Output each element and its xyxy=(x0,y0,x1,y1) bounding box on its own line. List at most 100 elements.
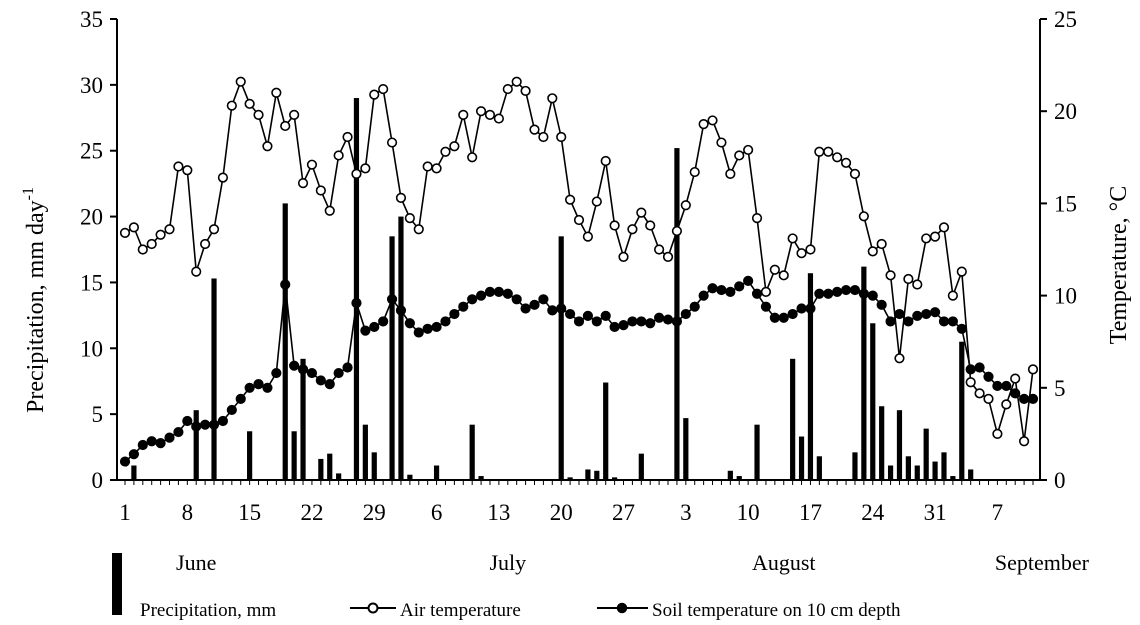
air-temperature-point xyxy=(1027,364,1039,375)
air-temperature-point xyxy=(200,238,211,250)
soil-temperature-point xyxy=(654,312,665,323)
x-tick-label: 15 xyxy=(238,500,261,525)
air-temperature-point xyxy=(671,225,683,237)
soil-temperature-point xyxy=(502,288,513,299)
precipitation-bar xyxy=(291,431,297,480)
soil-temperature-point xyxy=(315,375,326,386)
air-temperature-point xyxy=(440,146,451,157)
month-label: June xyxy=(176,550,216,575)
precipitation-bar xyxy=(870,323,876,480)
air-temperature-point xyxy=(511,76,522,87)
soil-temperature-point xyxy=(778,312,789,323)
x-tick-label: 24 xyxy=(861,500,885,525)
soil-temperature-point xyxy=(378,316,389,327)
precipitation-bar xyxy=(896,410,903,480)
precipitation-bar xyxy=(807,273,814,480)
air-temperature-point xyxy=(324,205,335,216)
x-tick-label: 3 xyxy=(680,500,692,525)
precipitation-bar xyxy=(754,424,760,480)
precipitation-bar xyxy=(790,358,796,480)
air-temperature-point xyxy=(716,137,727,148)
air-temperature-point xyxy=(475,106,487,117)
left-axis-ticks: 0 5 10 15 20 25 30 35 xyxy=(80,7,117,493)
air-temperature-point xyxy=(983,393,994,404)
soil-temperature-point xyxy=(734,281,745,292)
soil-temperature-point xyxy=(965,364,976,375)
soil-temperature-point xyxy=(814,288,825,299)
air-temperature-point xyxy=(974,388,985,399)
air-temperature-point xyxy=(449,141,460,152)
air-temperature-point xyxy=(894,353,905,364)
soil-temperature-point xyxy=(458,301,469,312)
soil-temperature-point xyxy=(992,380,1003,392)
legend: Precipitation, mm Air temperature Soil t… xyxy=(112,553,901,621)
soil-temperature-point xyxy=(440,316,451,327)
air-temperature-point xyxy=(1001,399,1012,410)
air-temperature-point xyxy=(591,196,602,207)
air-temperature-point xyxy=(992,428,1003,440)
soil-temperature-point xyxy=(956,323,967,334)
soil-temperature-point xyxy=(885,316,896,327)
precipitation-bar xyxy=(336,473,342,480)
air-temperature-point xyxy=(289,109,300,120)
soil-temperature-point xyxy=(484,286,496,298)
right-axis-ticks: 0 5 10 15 20 25 xyxy=(1040,7,1077,493)
precipitation-bar xyxy=(727,470,733,480)
air-temperature-point xyxy=(769,264,780,275)
soil-temperature-point xyxy=(787,308,798,320)
soil-temperature-point xyxy=(832,286,843,298)
air-temperature-point xyxy=(832,152,843,163)
soil-temperature-point xyxy=(609,321,620,333)
left-tick-label: 0 xyxy=(92,468,104,493)
precipitation-bar xyxy=(398,216,404,481)
air-temperature-point xyxy=(404,213,415,224)
x-tick-label: 7 xyxy=(992,500,1004,525)
soil-temperature-point xyxy=(725,286,736,298)
left-axis-title: Precipitation, mm day-1 xyxy=(20,187,49,413)
air-temperature-point xyxy=(965,377,976,388)
air-temperature-point xyxy=(636,207,647,218)
air-temperature-point xyxy=(805,244,816,255)
soil-temperature-point xyxy=(244,382,255,393)
soil-temperature-point xyxy=(573,316,585,327)
x-tick-label: 8 xyxy=(182,500,194,525)
soil-temperature-point xyxy=(1010,388,1021,399)
right-tick-label: 15 xyxy=(1054,191,1077,216)
soil-temperature-point xyxy=(475,290,487,301)
soil-temperature-point xyxy=(867,290,878,301)
air-temperature-point xyxy=(929,231,941,242)
precipitation-bar xyxy=(736,476,742,480)
soil-temperature-point xyxy=(805,303,816,314)
precipitation-bar xyxy=(612,477,618,480)
soil-temperature-point xyxy=(929,307,941,318)
soil-temperature-point xyxy=(1001,380,1012,392)
precipitation-bar xyxy=(594,470,600,480)
soil-temperature-point xyxy=(137,439,148,451)
soil-temperature-point xyxy=(289,360,300,371)
air-temperature-point xyxy=(529,124,540,135)
air-temperature-point xyxy=(751,213,763,224)
air-temperature-point xyxy=(244,98,255,109)
air-temperature-point xyxy=(662,251,674,262)
air-temperature-point xyxy=(235,76,246,87)
soil-temperature-point xyxy=(431,321,442,333)
air-temperature-point xyxy=(484,109,496,120)
soil-temperature-point xyxy=(743,275,754,286)
soil-temperature-point xyxy=(271,367,282,379)
air-temperature-point xyxy=(137,244,148,255)
x-tick-label: 13 xyxy=(487,500,510,525)
air-temperature-point xyxy=(858,211,869,222)
air-temperature-point xyxy=(191,266,202,277)
right-tick-label: 5 xyxy=(1054,376,1066,401)
soil-temperature-point xyxy=(903,316,914,327)
legend-air-label: Air temperature xyxy=(400,600,521,621)
month-label: August xyxy=(752,550,816,575)
soil-temperature-point xyxy=(342,362,353,373)
x-tick-label: 22 xyxy=(300,500,323,525)
air-temperature-point xyxy=(778,270,789,281)
precipitation-bar xyxy=(282,203,288,480)
right-tick-label: 25 xyxy=(1054,7,1077,32)
precipitation-bars xyxy=(131,98,974,481)
soil-temperature-point xyxy=(796,303,807,314)
soil-temperature-point xyxy=(449,308,460,320)
